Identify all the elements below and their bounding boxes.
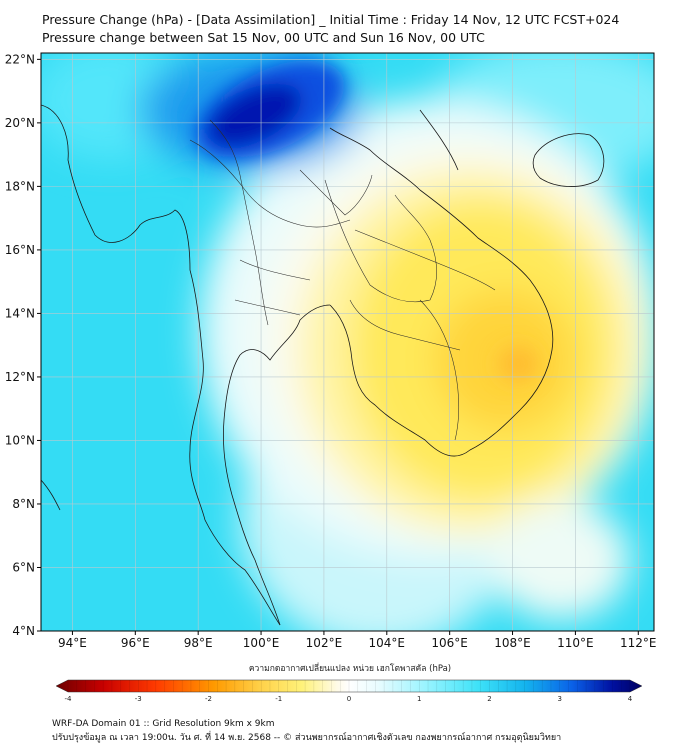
lat-tick-label: 10°N bbox=[5, 433, 35, 447]
lon-tick-label: 94°E bbox=[58, 636, 87, 650]
credit-line: ปรับปรุงข้อมูล ณ เวลา 19:00น. วัน ศ. ที่… bbox=[52, 733, 562, 743]
pressure-field bbox=[41, 53, 654, 631]
lon-tick-label: 96°E bbox=[121, 636, 150, 650]
longitude-axis: 94°E 96°E 98°E 100°E 102°E 104°E 106°E 108°E 110… bbox=[58, 631, 657, 650]
lat-tick-label: 8°N bbox=[12, 497, 35, 511]
colorbar-tick-label: 1 bbox=[417, 695, 421, 703]
lat-tick-label: 4°N bbox=[12, 624, 35, 638]
lon-tick-label: 106°E bbox=[431, 636, 468, 650]
colorbar-tick-label: -3 bbox=[135, 695, 142, 703]
lat-tick-label: 12°N bbox=[5, 370, 35, 384]
colorbar-label: ความกดอากาศเปลี่ยนแปลง หน่วย เฮกโตพาสคัล… bbox=[249, 662, 451, 674]
colorbar-tick-label: -4 bbox=[65, 695, 73, 703]
model-info: WRF-DA Domain 01 :: Grid Resolution 9km … bbox=[52, 719, 275, 729]
lat-tick-label: 18°N bbox=[5, 179, 35, 193]
lat-tick-label: 22°N bbox=[5, 52, 35, 66]
admin-borders bbox=[189, 119, 496, 441]
colorbar-tick-label: 2 bbox=[487, 695, 491, 703]
coastlines bbox=[41, 104, 605, 626]
lon-tick-label: 110°E bbox=[557, 636, 594, 650]
colorbar-tick-label: 0 bbox=[347, 695, 351, 703]
colorbar-tick-label: 3 bbox=[558, 695, 562, 703]
lon-tick-label: 102°E bbox=[306, 636, 343, 650]
lat-tick-label: 20°N bbox=[5, 116, 35, 130]
graticule bbox=[41, 53, 654, 631]
lon-tick-label: 98°E bbox=[184, 636, 213, 650]
lon-tick-label: 104°E bbox=[369, 636, 406, 650]
chart-title: Pressure Change (hPa) - [Data Assimilati… bbox=[42, 12, 620, 27]
colorbar-tick-label: 4 bbox=[628, 695, 633, 703]
lat-tick-label: 16°N bbox=[5, 243, 35, 257]
latitude-axis: 22°N 20°N 18°N 16°N 14°N 12°N 10°N 8°N 6°N 4°N bbox=[5, 52, 41, 638]
lat-tick-label: 14°N bbox=[5, 306, 35, 320]
colorbar: -4 -3 -2 -1 0 1 2 3 4 bbox=[55, 679, 643, 703]
lon-tick-label: 100°E bbox=[243, 636, 280, 650]
lon-tick-label: 112°E bbox=[620, 636, 657, 650]
chart-subtitle: Pressure change between Sat 15 Nov, 00 U… bbox=[42, 30, 485, 45]
colorbar-tick-label: -2 bbox=[205, 695, 212, 703]
lat-tick-label: 6°N bbox=[12, 560, 35, 574]
lon-tick-label: 108°E bbox=[494, 636, 531, 650]
colorbar-tick-label: -1 bbox=[275, 695, 282, 703]
